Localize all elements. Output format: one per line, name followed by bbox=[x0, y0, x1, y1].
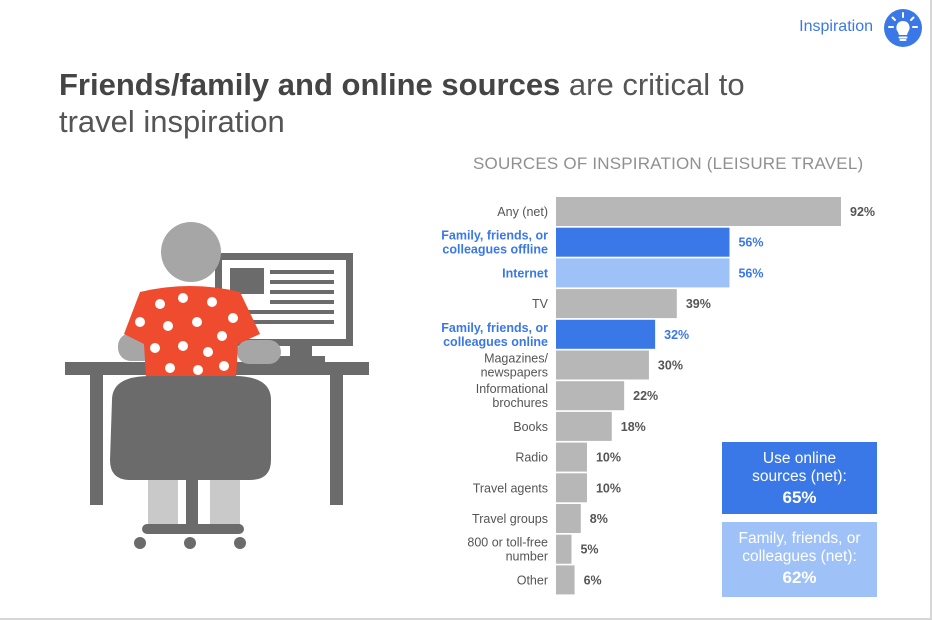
person-arm-right bbox=[237, 340, 281, 364]
bar bbox=[556, 350, 649, 380]
category-label: Family, friends, or bbox=[441, 229, 548, 243]
category-label: Family, friends, or bbox=[441, 321, 548, 335]
chair-post bbox=[186, 478, 198, 528]
value-label: 32% bbox=[664, 328, 689, 342]
bar bbox=[556, 473, 587, 503]
value-label: 10% bbox=[596, 451, 621, 465]
summary-online-sources: Use online sources (net): 65% bbox=[722, 442, 877, 514]
category-label: Informational bbox=[476, 382, 548, 396]
value-label: 6% bbox=[584, 573, 602, 587]
summary-online-line1: Use online bbox=[762, 450, 837, 467]
bar bbox=[556, 289, 677, 319]
desk-leg-right bbox=[330, 375, 343, 505]
monitor-stand bbox=[290, 346, 312, 358]
person-at-desk-illustration bbox=[65, 222, 369, 549]
value-label: 8% bbox=[590, 512, 608, 526]
chair-back bbox=[110, 376, 271, 480]
bar bbox=[556, 411, 612, 441]
bar bbox=[556, 565, 575, 595]
value-label: 56% bbox=[738, 266, 763, 280]
chart-title: SOURCES OF INSPIRATION (LEISURE TRAVEL) bbox=[473, 154, 864, 173]
summary-family-friends: Family, friends, or colleagues (net): 62… bbox=[722, 522, 877, 597]
headline: Friends/family and online sources are cr… bbox=[59, 66, 819, 140]
category-label: Magazines/ bbox=[484, 352, 548, 366]
category-label: number bbox=[506, 550, 548, 564]
category-label: Internet bbox=[502, 266, 549, 280]
desk-leg-left bbox=[90, 375, 103, 505]
chair-leg-left bbox=[148, 476, 178, 528]
person-shirt bbox=[124, 286, 260, 378]
category-label: Travel agents bbox=[473, 481, 548, 495]
bar bbox=[556, 381, 625, 411]
value-label: 92% bbox=[850, 205, 875, 219]
summary-family-line2: colleagues (net): bbox=[742, 548, 857, 565]
category-label: Any (net) bbox=[497, 205, 548, 219]
headline-rest: are critical to travel inspiration bbox=[59, 67, 745, 139]
value-label: 18% bbox=[621, 420, 646, 434]
bar bbox=[556, 534, 572, 564]
summary-online-value: 65% bbox=[782, 488, 817, 507]
category-label: brochures bbox=[492, 396, 548, 410]
category-label: Travel groups bbox=[472, 512, 548, 526]
headline-bold: Friends/family and online sources bbox=[59, 67, 561, 102]
value-label: 30% bbox=[658, 359, 683, 373]
bar bbox=[556, 227, 730, 257]
value-label: 5% bbox=[580, 543, 598, 557]
lightbulb-icon bbox=[884, 9, 922, 47]
category-label: newspapers bbox=[481, 366, 548, 380]
category-label: TV bbox=[532, 297, 549, 311]
category-label: Books bbox=[513, 420, 548, 434]
bar bbox=[556, 258, 730, 288]
category-label: 800 or toll-free bbox=[467, 536, 548, 550]
value-label: 10% bbox=[596, 481, 621, 495]
value-label: 22% bbox=[633, 389, 658, 403]
chair-base bbox=[142, 524, 244, 534]
category-label: colleagues offline bbox=[442, 243, 548, 257]
category-label: Other bbox=[517, 573, 548, 587]
value-label: 39% bbox=[686, 297, 711, 311]
bar bbox=[556, 319, 656, 349]
category-label: colleagues online bbox=[443, 335, 548, 349]
value-label: 56% bbox=[738, 236, 763, 250]
section-label: Inspiration bbox=[799, 18, 873, 35]
category-label: Radio bbox=[515, 451, 548, 465]
summary-family-line1: Family, friends, or bbox=[738, 530, 861, 547]
summary-family-value: 62% bbox=[782, 568, 817, 587]
summary-online-line2: sources (net): bbox=[752, 468, 847, 485]
chair-leg-right bbox=[210, 476, 240, 528]
bar bbox=[556, 442, 587, 472]
bar bbox=[556, 197, 841, 226]
person-head bbox=[161, 222, 221, 282]
bars-group: 92%Any (net)56%Family, friends, orcollea… bbox=[441, 197, 875, 595]
bar bbox=[556, 504, 581, 533]
